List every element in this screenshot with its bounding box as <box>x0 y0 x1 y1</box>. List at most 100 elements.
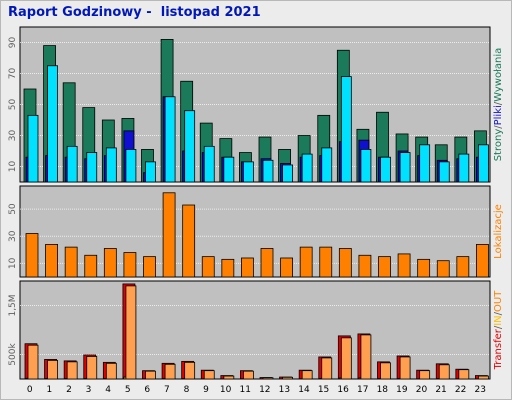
bar-lokalizacje <box>358 254 372 278</box>
bar-wywolania <box>105 147 117 183</box>
x-tick-label: 19 <box>396 385 408 395</box>
bar-wywolania <box>340 76 352 183</box>
bar-out <box>438 364 450 380</box>
bar-lokalizacje <box>260 248 274 278</box>
bar-wywolania <box>243 161 254 183</box>
y-tick-label: 30 <box>8 130 18 142</box>
x-tick-label: 14 <box>298 385 310 395</box>
bar-wywolania <box>419 144 431 183</box>
bar-lokalizacje <box>280 257 293 278</box>
x-tick-label: 4 <box>105 385 111 395</box>
bar-lokalizacje <box>319 246 333 278</box>
y-tick-label: 50 <box>8 203 18 215</box>
y-tick-label: 50 <box>8 99 18 111</box>
panel-background <box>19 185 491 278</box>
bar-out <box>125 285 137 380</box>
bar-wywolania <box>145 161 156 183</box>
bar-wywolania <box>47 65 58 183</box>
side-label: Strony/Pliki/Wywołania <box>493 48 504 162</box>
bar-lokalizacje <box>299 246 313 278</box>
x-tick-label: 18 <box>377 385 389 395</box>
bar-lokalizacje <box>456 256 470 278</box>
panel-transfer: 500k 1,5M <box>8 280 491 380</box>
bar-lokalizacje <box>436 260 450 278</box>
x-tick-label: 12 <box>259 385 270 395</box>
y-tick-label: 90 <box>8 37 18 49</box>
bar-wywolania <box>184 110 196 183</box>
side-label-part: / <box>493 311 504 315</box>
bar-lokalizacje <box>476 244 489 278</box>
x-axis-hours: 0 1 2 3 4 5 6 7 8 9 10 11 12 13 14 15 16 17 18 19 20 21 22 23 <box>27 385 486 395</box>
bar-lokalizacje <box>397 253 411 278</box>
bar-lokalizacje <box>162 192 176 278</box>
bar-out <box>458 369 470 380</box>
x-tick-label: 11 <box>239 385 250 395</box>
side-label-part: IN <box>493 315 504 325</box>
x-tick-label: 21 <box>435 385 446 395</box>
y-tick-label: 1,5M <box>8 294 18 316</box>
bar-out <box>86 356 98 380</box>
x-tick-label: 1 <box>47 385 53 395</box>
bar-out <box>360 334 372 380</box>
side-label: Transfer/IN/OUT <box>493 290 504 371</box>
panel-background <box>19 280 491 380</box>
bar-wywolania <box>66 145 78 183</box>
bar-lokalizacje <box>378 256 391 278</box>
bar-out <box>27 344 39 380</box>
x-tick-label: 10 <box>220 385 232 395</box>
bar-out <box>419 370 431 380</box>
side-label-part: Transfer <box>493 328 504 370</box>
bar-wywolania <box>399 152 411 183</box>
x-tick-label: 13 <box>279 385 290 395</box>
bar-out <box>184 361 196 380</box>
x-tick-label: 9 <box>203 385 209 395</box>
y-tick-label: 10 <box>8 161 18 173</box>
bar-wywolania <box>223 156 235 183</box>
bar-wywolania <box>458 153 470 183</box>
bar-wywolania <box>282 164 293 183</box>
side-label-part: OUT <box>493 290 504 312</box>
bar-wywolania <box>360 149 372 183</box>
bar-wywolania <box>86 152 98 183</box>
bar-wywolania <box>438 161 450 183</box>
bar-lokalizacje <box>338 248 352 278</box>
side-label-part: Wywołania <box>493 48 504 102</box>
bar-out <box>262 377 274 380</box>
bar-lokalizacje <box>64 246 78 278</box>
x-tick-label: 15 <box>318 385 329 395</box>
bar-wywolania <box>301 153 313 183</box>
bar-out <box>282 376 293 380</box>
bar-wywolania <box>27 114 39 183</box>
x-tick-label: 17 <box>357 385 368 395</box>
bar-wywolania <box>478 144 489 183</box>
bar-out <box>47 359 58 380</box>
x-tick-label: 23 <box>474 385 485 395</box>
side-label-part: / <box>493 325 504 329</box>
bar-out <box>66 361 78 380</box>
bar-lokalizacje <box>84 254 98 278</box>
bar-out <box>399 356 411 380</box>
bar-out <box>223 375 235 380</box>
x-tick-label: 8 <box>184 385 190 395</box>
x-tick-label: 16 <box>337 385 349 395</box>
bar-lokalizacje <box>221 258 235 278</box>
bar-lokalizacje <box>123 252 137 278</box>
page-title: Raport Godzinowy - listopad 2021 <box>8 5 261 20</box>
bar-out <box>301 370 313 380</box>
bar-lokalizacje <box>103 248 117 278</box>
side-label-part: Strony <box>493 129 504 162</box>
bar-lokalizacje <box>201 256 215 278</box>
bar-wywolania <box>203 145 215 183</box>
y-tick-label: 30 <box>8 230 18 242</box>
x-tick-label: 7 <box>164 385 170 395</box>
side-legends: Strony/Pliki/WywołaniaLokalizacjeTransfe… <box>493 48 504 371</box>
bar-out <box>243 370 254 380</box>
bar-lokalizacje <box>417 258 431 278</box>
bar-lokalizacje <box>45 244 58 278</box>
y-tick-label: 500k <box>8 343 18 366</box>
bar-out <box>340 337 352 380</box>
bar-lokalizacje <box>241 257 254 278</box>
x-tick-label: 22 <box>455 385 466 395</box>
x-tick-label: 3 <box>86 385 92 395</box>
